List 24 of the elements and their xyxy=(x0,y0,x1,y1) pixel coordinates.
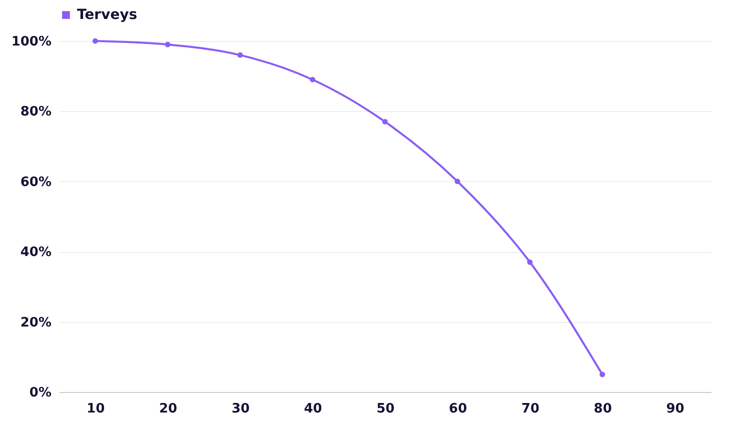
point xyxy=(92,38,98,44)
x-tick-label: 90 xyxy=(666,402,684,416)
x-tick-label: 20 xyxy=(159,402,178,416)
x-tick-label: 30 xyxy=(232,402,250,416)
y-tick-label: 40% xyxy=(20,245,52,260)
point xyxy=(164,42,170,48)
point xyxy=(310,76,316,82)
x-tick-label: 40 xyxy=(304,402,322,416)
x-tick-label: 80 xyxy=(594,402,612,416)
legend-label: Terveys xyxy=(77,7,138,23)
x-tick-label: 60 xyxy=(448,402,467,416)
x-tick-label: 70 xyxy=(521,402,540,416)
y-tick-label: 80% xyxy=(20,104,52,120)
y-tick-label: 60% xyxy=(20,174,52,190)
point xyxy=(454,178,460,184)
y-tick-label: 20% xyxy=(20,315,52,330)
point xyxy=(237,52,243,58)
y-tick-label: 0% xyxy=(29,386,52,400)
x-tick-label: 10 xyxy=(86,402,105,416)
point xyxy=(382,118,388,124)
point xyxy=(527,259,533,265)
x-tick-label: 50 xyxy=(376,402,395,416)
y-tick-label: 100% xyxy=(11,34,52,50)
point xyxy=(600,372,606,378)
